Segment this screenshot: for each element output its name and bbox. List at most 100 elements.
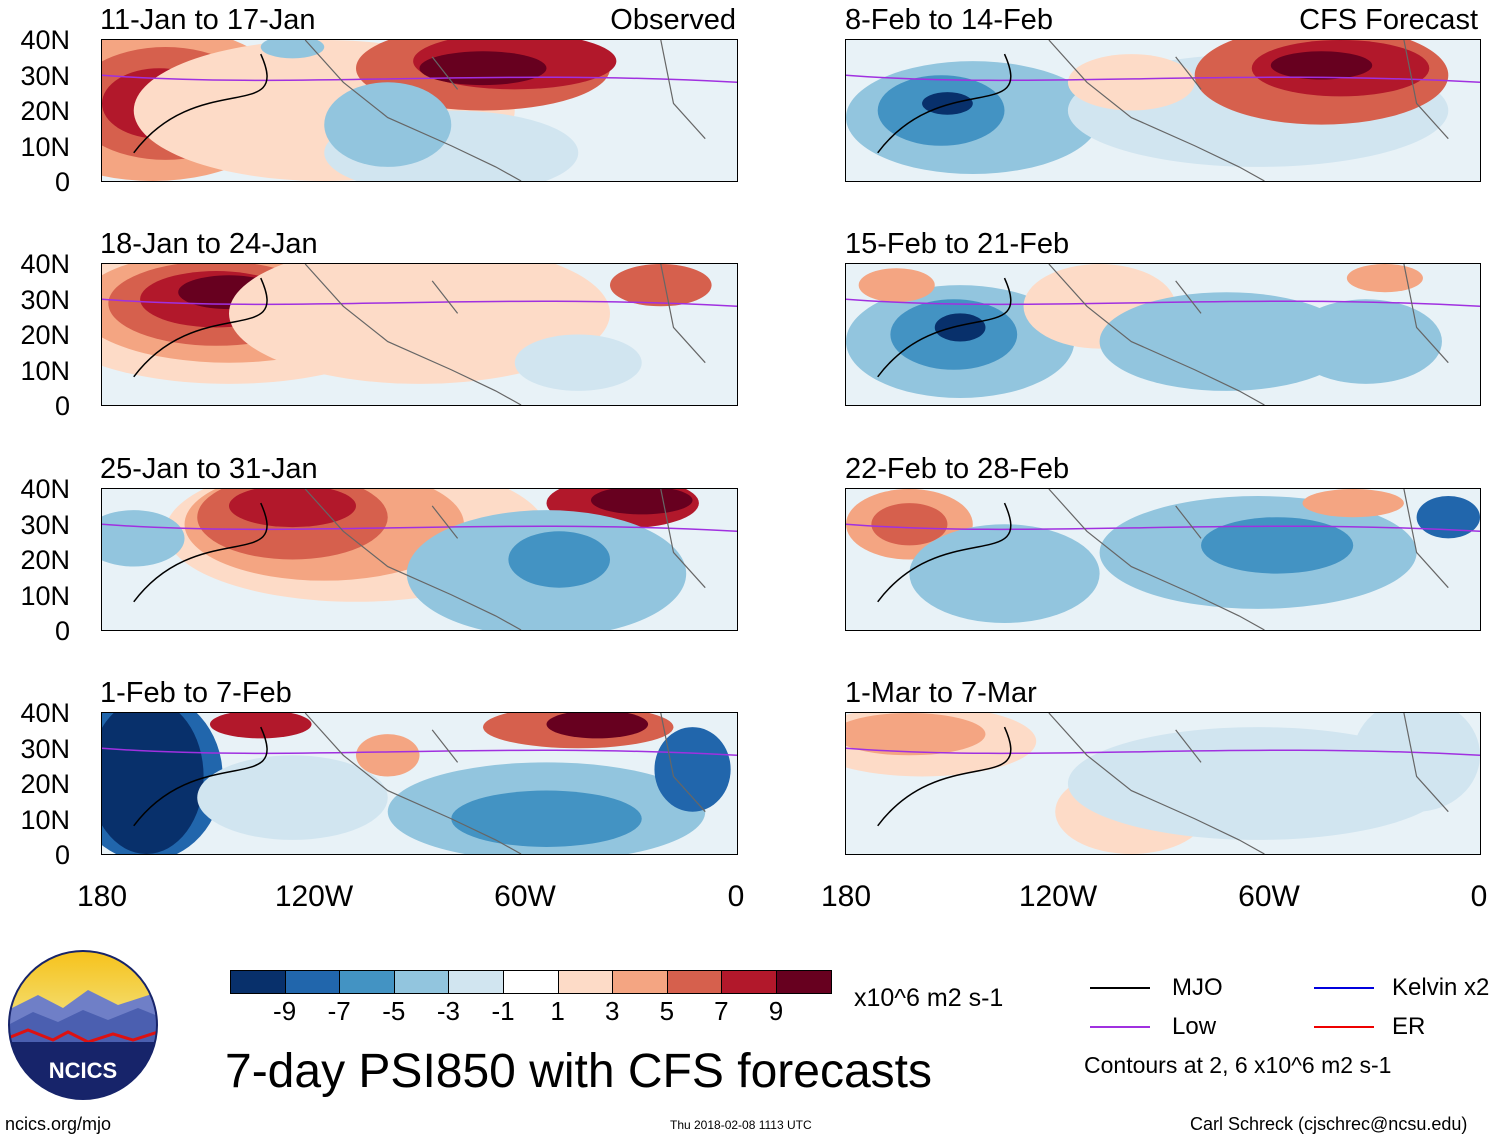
anomaly-contour [590, 489, 693, 515]
y-tick: 20N [20, 96, 70, 126]
anomaly-contour [229, 264, 610, 384]
colorbar-swatch [393, 970, 450, 994]
colorbar-swatch [666, 970, 723, 994]
observed-label: Observed [610, 4, 736, 36]
low-contour [846, 523, 1480, 533]
x-tick: 120W [274, 880, 354, 913]
coastline [1048, 713, 1449, 854]
x-tick: 180 [820, 880, 872, 913]
legend-label-mjo: MJO [1172, 974, 1223, 1001]
y-tick: 10N [20, 580, 70, 611]
colorbar-swatch [448, 970, 504, 994]
colorbar-tick: 7 [714, 996, 729, 1026]
anomaly-contour [610, 264, 712, 307]
x-tick: 0 [1470, 880, 1488, 913]
anomaly-contour [1302, 489, 1404, 518]
y-tick: 0 [54, 391, 70, 421]
y-tick: 10N [20, 355, 70, 386]
y-tick: 20N [20, 545, 70, 575]
colorbar-swatch [721, 970, 777, 994]
map-panel [101, 488, 738, 631]
map-panel [101, 712, 738, 855]
colorbar-tick: 1 [550, 996, 565, 1026]
legend-label-kelvin: Kelvin x2 [1392, 974, 1490, 1001]
y-tick: 30N [20, 60, 70, 91]
map-panel [845, 263, 1481, 406]
anomaly-contour [197, 755, 388, 840]
anomaly-contour [1201, 517, 1354, 574]
anomaly-contour [1067, 54, 1195, 111]
legend-line-kelvin [1314, 987, 1374, 989]
anomaly-contour [419, 51, 547, 86]
mjo-contour [877, 277, 1012, 378]
colorbar-swatch [230, 970, 286, 994]
anomaly-contour [934, 313, 986, 342]
forecast-label: CFS Forecast [1299, 4, 1478, 36]
y-tick: 30N [20, 509, 70, 540]
anomaly-field [846, 713, 1480, 854]
anomaly-contour [909, 524, 1100, 623]
anomaly-contour [1353, 713, 1480, 812]
low-contour [846, 74, 1480, 84]
period-title: 25-Jan to 31-Jan [100, 453, 318, 485]
main-title: 7-day PSI850 with CFS forecasts [225, 1045, 932, 1098]
anomaly-contour [356, 734, 420, 777]
y-tick: 40N [20, 474, 70, 504]
y-tick: 20N [20, 320, 70, 350]
anomaly-contour [1099, 292, 1354, 391]
y-tick: 0 [54, 616, 70, 646]
colorbar-tick: -1 [491, 996, 515, 1026]
y-tick: 0 [54, 840, 70, 870]
legend-label-er: ER [1392, 1013, 1426, 1040]
coastline [304, 489, 706, 630]
x-tick: 120W [1018, 880, 1098, 913]
legend-line-low [1090, 1026, 1150, 1028]
anomaly-field [102, 713, 737, 854]
anomaly-field [102, 489, 737, 630]
coastline [1048, 40, 1449, 181]
x-tick: 60W [1238, 880, 1300, 913]
low-contour [102, 523, 737, 533]
anomaly-contour [846, 713, 986, 756]
anomaly-contour [451, 790, 642, 847]
x-tick: 0 [727, 880, 745, 913]
y-tick: 0 [54, 167, 70, 197]
colorbar-units: x10^6 m2 s-1 [854, 984, 1004, 1012]
period-title: 1-Mar to 7-Mar [845, 677, 1037, 709]
coastline [304, 264, 706, 405]
colorbar-tick: -7 [327, 996, 351, 1026]
anomaly-contour [514, 334, 642, 391]
y-tick: 40N [20, 25, 70, 55]
map-panel [845, 39, 1481, 182]
period-title: 18-Jan to 24-Jan [100, 228, 318, 260]
anomaly-contour [1416, 496, 1480, 539]
map-panel [845, 712, 1481, 855]
mjo-contour [133, 726, 268, 827]
timestamp: Thu 2018-02-08 1113 UTC [670, 1118, 812, 1132]
site-link[interactable]: ncics.org/mjo [5, 1114, 112, 1134]
map-panel [845, 488, 1481, 631]
x-tick: 60W [494, 880, 556, 913]
colorbar-swatch [612, 970, 668, 994]
y-tick: 20N [20, 769, 70, 799]
coastline [304, 40, 706, 181]
logo-text: NCICS [49, 1058, 117, 1083]
coastline [304, 713, 706, 854]
mjo-contour [877, 502, 1012, 603]
period-title: 15-Feb to 21-Feb [845, 228, 1070, 260]
y-tick: 10N [20, 131, 70, 162]
anomaly-contour [102, 510, 185, 567]
y-tick: 30N [20, 284, 70, 315]
anomaly-contour [260, 40, 325, 59]
coastline [1048, 489, 1449, 630]
anomaly-field [102, 264, 737, 405]
mjo-contour [877, 53, 1012, 154]
period-title: 22-Feb to 28-Feb [845, 453, 1070, 485]
y-tick: 40N [20, 249, 70, 279]
anomaly-contour [229, 489, 356, 528]
anomaly-contour [1346, 264, 1423, 293]
ncics-logo: NCICS [8, 950, 158, 1100]
coastline [1048, 264, 1449, 405]
low-contour [846, 747, 1480, 757]
mjo-contour [133, 502, 268, 603]
